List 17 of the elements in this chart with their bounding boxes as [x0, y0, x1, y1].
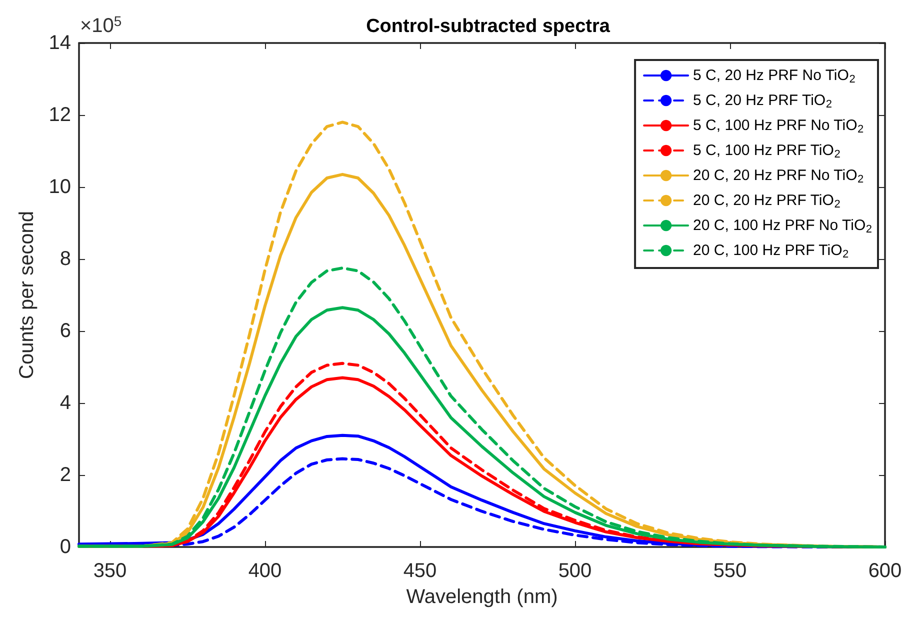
x-tick-label: 550	[713, 560, 747, 582]
y-tick-label: 10	[48, 176, 71, 198]
y-tick-label: 4	[60, 392, 71, 414]
y-axis-title: Counts per second	[16, 211, 38, 379]
y-tick-label: 0	[60, 536, 71, 558]
y-tick-label: 12	[48, 104, 71, 126]
x-tick-label: 400	[248, 560, 282, 582]
y-tick-label: 6	[60, 320, 71, 342]
x-tick-label: 350	[93, 560, 127, 582]
y-tick-label: 2	[60, 464, 71, 486]
x-axis-title: Wavelength (nm)	[406, 586, 558, 608]
x-tick-label: 450	[403, 560, 437, 582]
chart-title: Control-subtracted spectra	[366, 16, 610, 37]
y-tick-label: 8	[60, 248, 71, 270]
x-tick-label: 500	[558, 560, 592, 582]
y-tick-label: 14	[48, 32, 71, 54]
x-tick-label: 600	[868, 560, 902, 582]
